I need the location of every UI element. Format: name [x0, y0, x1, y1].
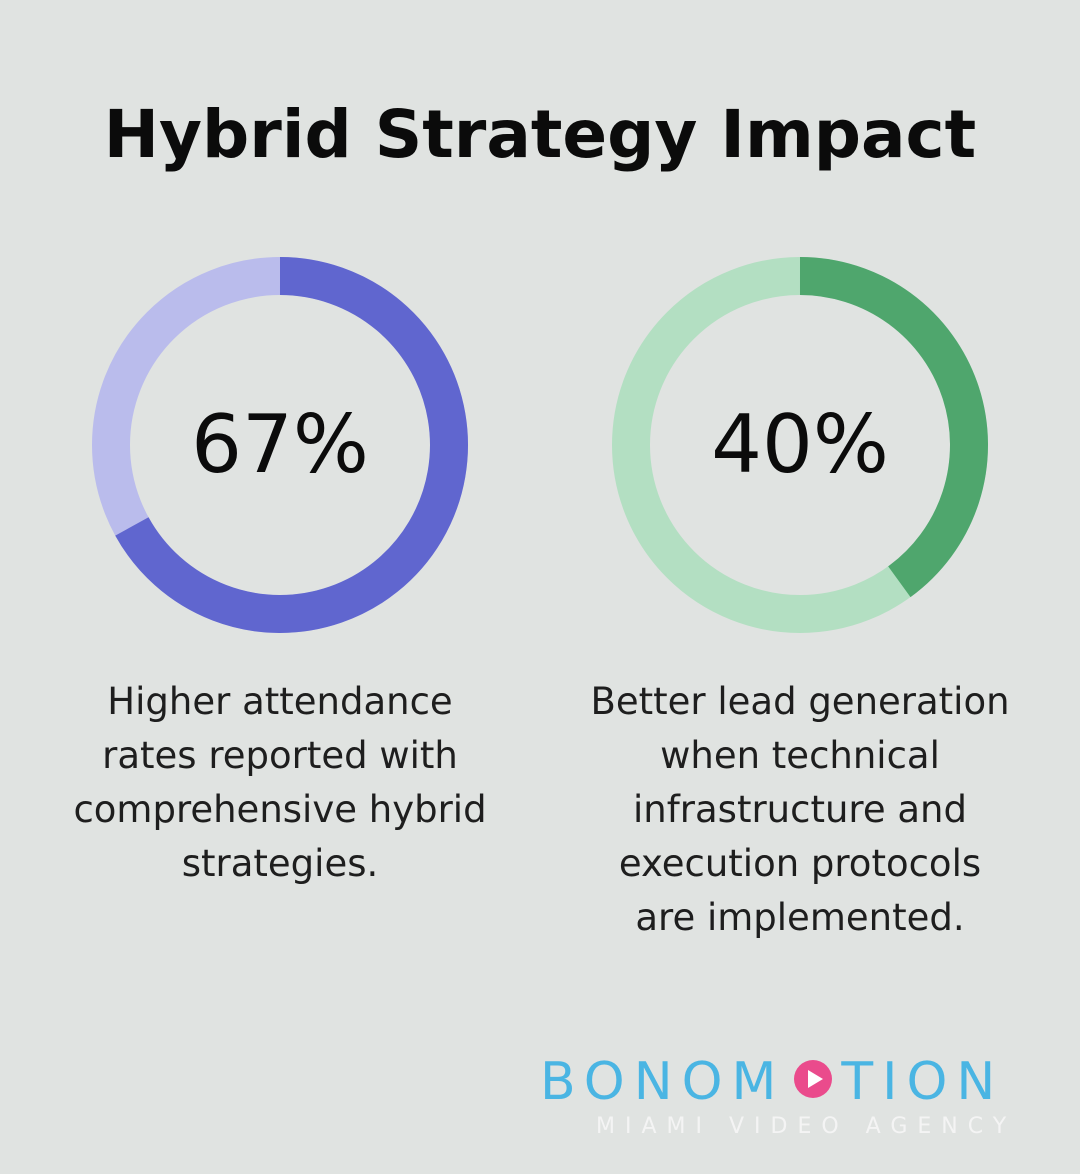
donut-chart-lead-generation: 40% — [612, 257, 988, 633]
stat-description: Better lead generation when technical in… — [590, 680, 1010, 939]
stat-card-lead-generation: 40% Better lead generation when technica… — [590, 255, 1010, 945]
infographic-title: Hybrid Strategy Impact — [103, 96, 977, 173]
donut-chart-attendance: 67% — [92, 257, 468, 633]
donut-value-arc — [799, 257, 988, 598]
stat-card-attendance: 67% Higher attendance rates reported wit… — [70, 255, 490, 891]
play-icon — [793, 1052, 833, 1112]
logo-wordmark: BONOM TION — [540, 1052, 1040, 1112]
logo-tagline: MIAMI VIDEO AGENCY — [596, 1114, 1017, 1139]
brand-logo: BONOM TION MIAMI VIDEO AGENCY — [540, 1052, 1040, 1139]
donut-value-arc — [115, 257, 468, 633]
logo-text-part2: TION — [841, 1052, 1005, 1112]
stat-description: Higher attendance rates reported with co… — [73, 680, 487, 885]
donut-center-value: 40% — [711, 398, 889, 491]
donut-center-value: 67% — [191, 398, 369, 491]
logo-text-part1: BONOM — [540, 1052, 786, 1112]
